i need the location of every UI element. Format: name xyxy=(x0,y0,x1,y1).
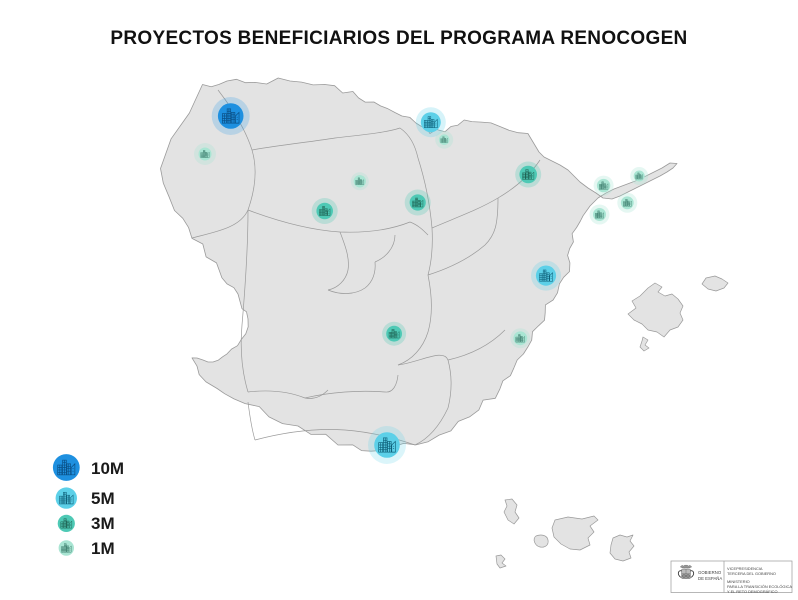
svg-text:TERCERA DEL GOBIERNO: TERCERA DEL GOBIERNO xyxy=(727,571,776,576)
svg-text:5M: 5M xyxy=(91,489,115,508)
svg-text:1M: 1M xyxy=(91,539,115,558)
svg-text:3M: 3M xyxy=(91,514,115,533)
svg-text:GOBIERNO: GOBIERNO xyxy=(698,570,722,575)
svg-text:10M: 10M xyxy=(91,459,124,478)
svg-text:DE ESPAÑA: DE ESPAÑA xyxy=(698,576,722,581)
svg-text:Y EL RETO DEMOGRÁFICO: Y EL RETO DEMOGRÁFICO xyxy=(727,589,778,594)
